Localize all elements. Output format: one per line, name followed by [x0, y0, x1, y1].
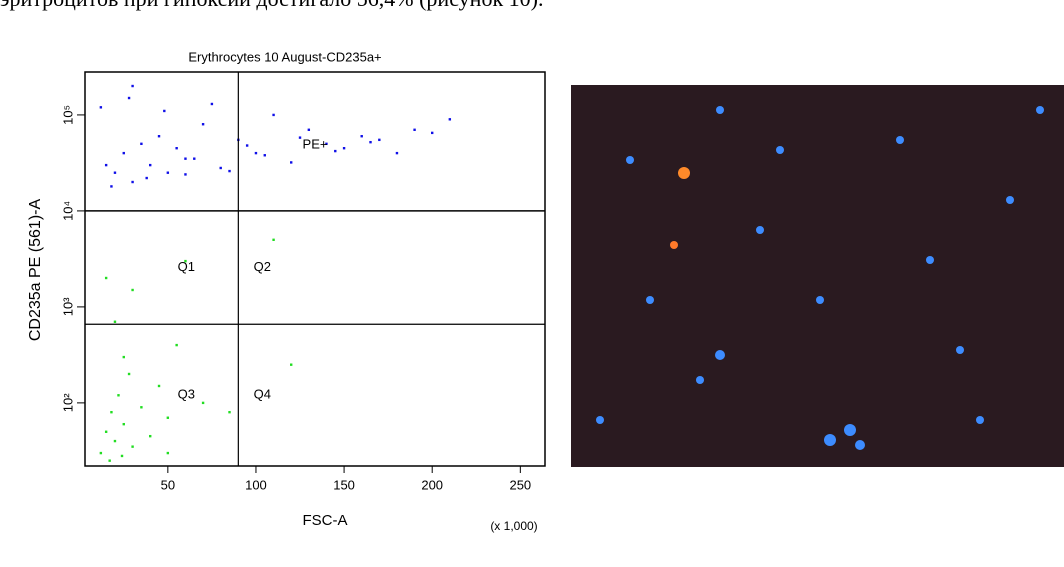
data-point — [201, 401, 205, 405]
quadrant-label: Q3 — [178, 387, 195, 402]
data-point — [157, 384, 161, 388]
data-point — [131, 288, 134, 292]
data-point — [378, 138, 381, 142]
data-point — [149, 163, 152, 167]
data-point — [325, 142, 328, 146]
data-point — [122, 151, 125, 155]
data-point — [298, 136, 302, 139]
data-point — [184, 173, 187, 176]
data-point — [110, 185, 113, 188]
data-point — [219, 166, 222, 170]
y-tick-label: 10² — [60, 393, 75, 412]
data-point — [110, 410, 113, 414]
data-point — [272, 113, 275, 117]
data-point — [263, 154, 266, 157]
data-point — [395, 151, 399, 155]
data-point — [104, 430, 108, 433]
data-point — [108, 459, 111, 462]
data-point — [166, 171, 170, 174]
data-point — [342, 147, 346, 150]
data-point — [157, 135, 161, 138]
data-point — [120, 454, 124, 458]
data-point — [369, 140, 372, 144]
y-tick-label: 10⁵ — [60, 105, 75, 125]
figure-panel — [8, 40, 564, 560]
data-point — [228, 410, 231, 414]
data-point — [149, 434, 152, 438]
data-point — [360, 135, 363, 138]
data-point — [113, 171, 117, 174]
data-point — [166, 451, 170, 455]
y-tick-label: 10⁴ — [60, 201, 75, 221]
data-point — [117, 394, 120, 397]
data-point — [175, 343, 178, 347]
data-point — [334, 149, 337, 153]
data-point — [127, 96, 131, 100]
data-point — [175, 147, 178, 150]
data-point — [290, 363, 293, 366]
data-point — [104, 276, 108, 280]
y-tick-label: 10³ — [60, 297, 75, 316]
data-point — [127, 372, 131, 376]
quadrant-label: Q4 — [254, 387, 271, 402]
paragraph-text: эритроцитов при гипоксии достигало 56,4%… — [0, 0, 543, 12]
quadrant-label: Q2 — [254, 259, 271, 274]
data-point — [122, 422, 125, 426]
data-point — [131, 180, 134, 184]
x-tick-label: 250 — [509, 477, 531, 492]
chart-title: Erythrocytes 10 August-CD235a+ — [188, 49, 381, 64]
data-point — [193, 157, 196, 160]
data-point — [272, 238, 275, 242]
x-tick-label: 100 — [245, 477, 267, 492]
data-point — [448, 118, 452, 121]
data-point — [184, 259, 187, 263]
data-point — [113, 439, 117, 443]
data-point — [131, 84, 134, 88]
plot-frame — [84, 71, 546, 467]
micrograph — [571, 85, 1064, 467]
data-point — [104, 163, 108, 167]
data-point — [140, 142, 143, 146]
x-tick-label: 150 — [333, 477, 355, 492]
data-point — [254, 151, 258, 155]
x-tick-label: 200 — [421, 477, 443, 492]
x-axis-label: FSC-A — [303, 512, 348, 529]
data-point — [245, 144, 249, 147]
data-point — [131, 445, 134, 448]
x-tick-label: 50 — [161, 477, 175, 492]
data-point — [140, 406, 143, 409]
micrograph-cells — [596, 106, 1044, 450]
data-point — [163, 109, 166, 113]
data-point — [413, 128, 416, 131]
data-point — [201, 123, 205, 126]
data-point — [210, 102, 214, 106]
data-point — [99, 106, 103, 109]
data-point — [122, 355, 125, 359]
quadrant-label: Q1 — [178, 259, 195, 274]
data-point — [307, 128, 311, 131]
data-point — [184, 157, 187, 160]
data-point — [113, 320, 117, 323]
y-axis-label: CD235a PE (561)-A — [27, 199, 44, 342]
data-point — [99, 451, 103, 455]
data-point — [166, 416, 170, 419]
data-point — [431, 131, 434, 135]
data-point — [228, 169, 231, 173]
data-point — [145, 176, 148, 180]
x-unit-note: (x 1,000) — [490, 519, 537, 533]
gate-label: PE+ — [303, 136, 328, 151]
data-point — [290, 161, 293, 164]
